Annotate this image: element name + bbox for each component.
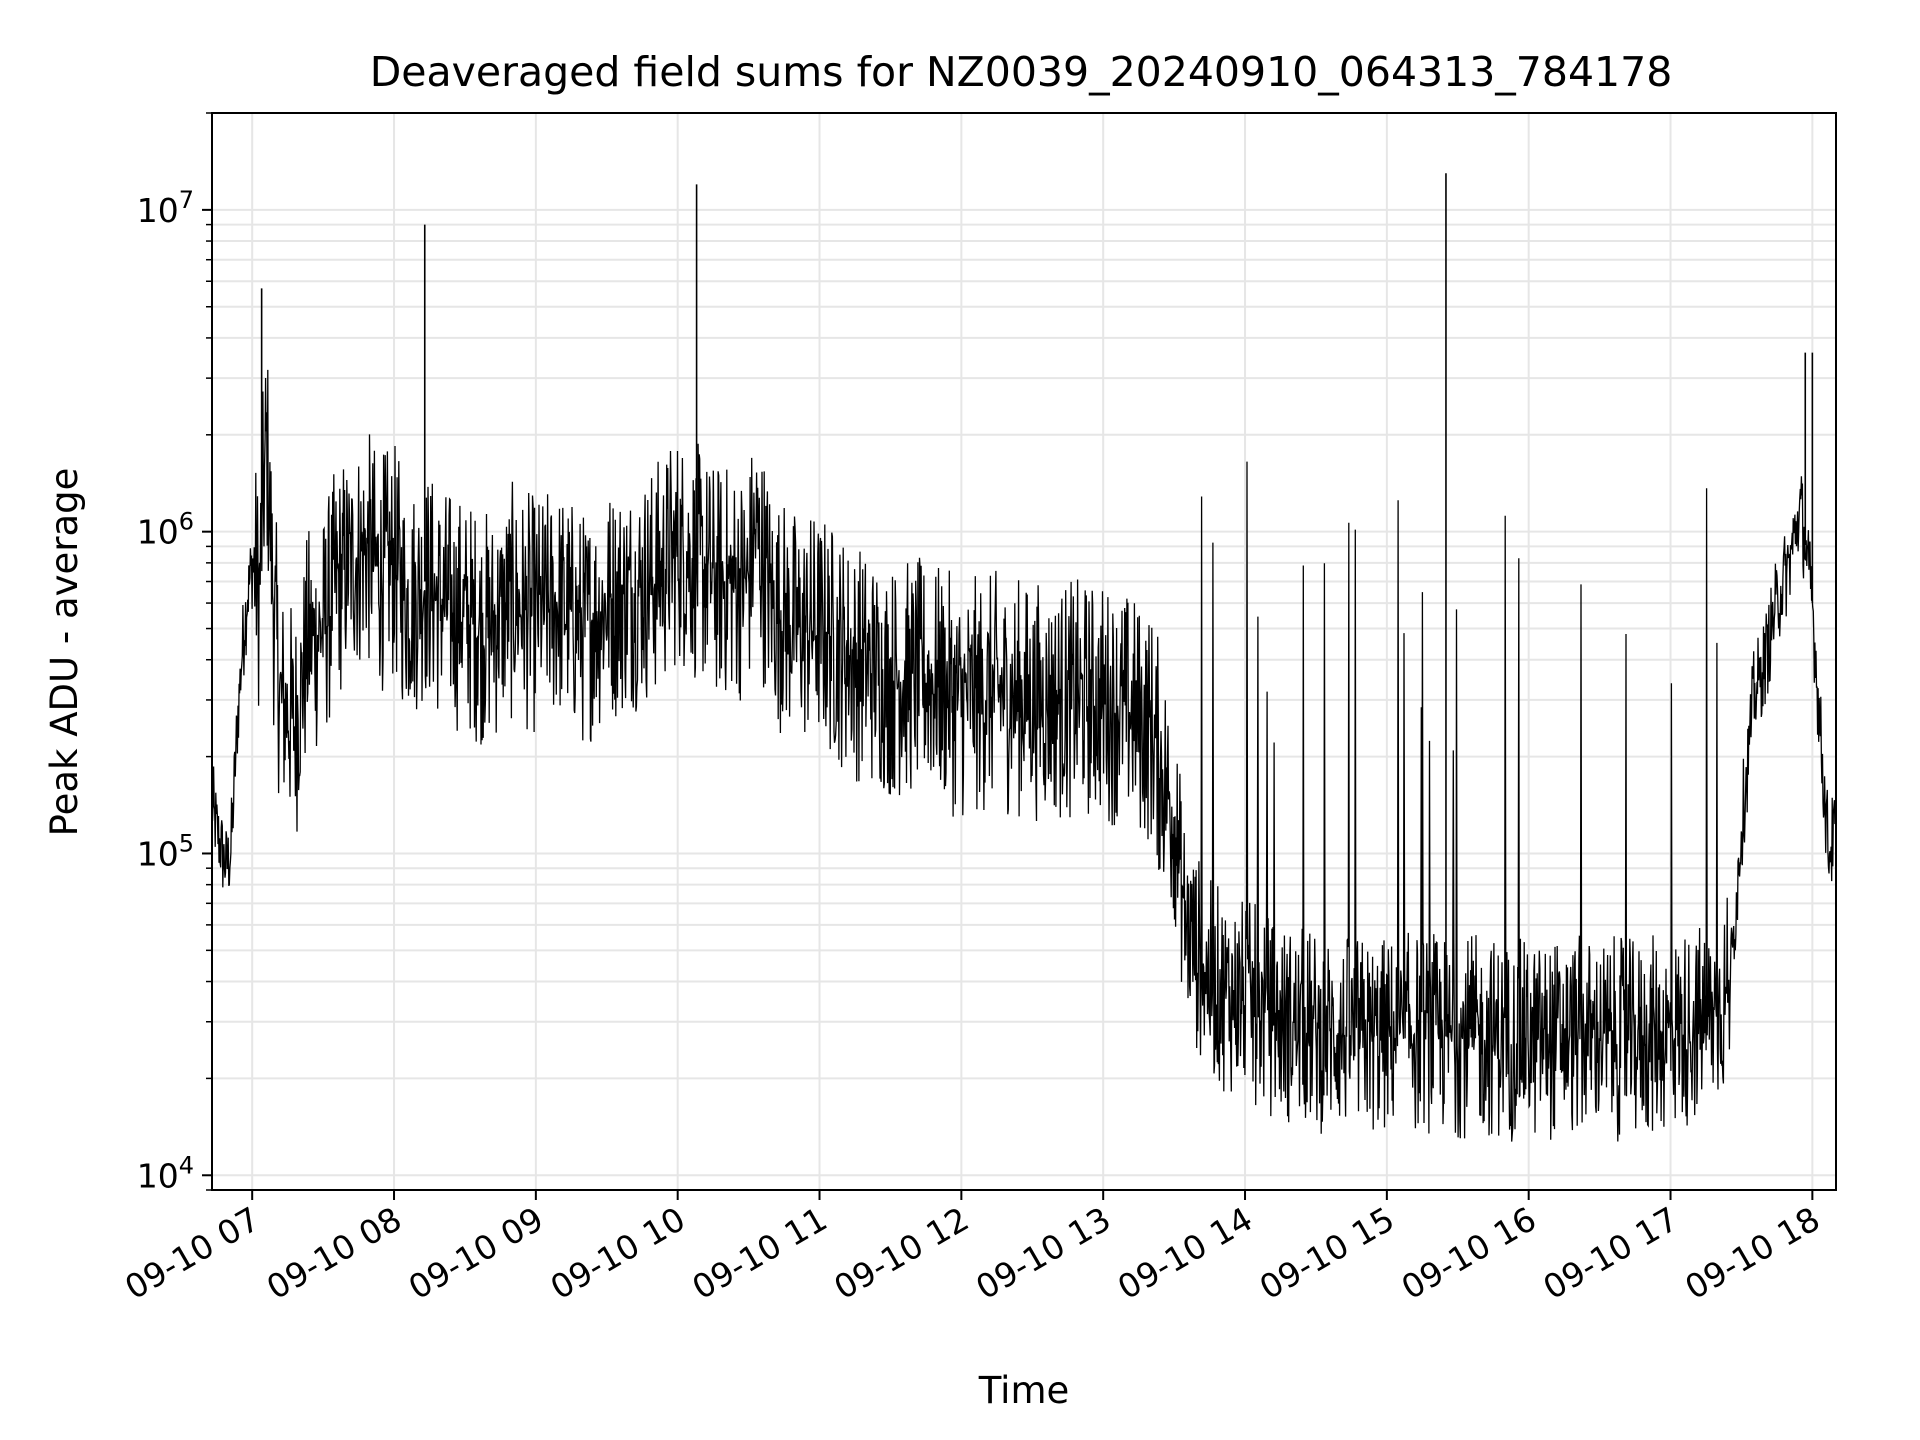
plot-frame [211, 112, 1837, 1191]
x-axis-label: Time [978, 1369, 1070, 1412]
x-tick-label: 09-10 12 [827, 1199, 975, 1307]
x-tick-label: 09-10 15 [1253, 1199, 1401, 1307]
x-tick-label: 09-10 09 [402, 1199, 550, 1307]
x-tick-label: 09-10 18 [1678, 1199, 1826, 1307]
x-tick-label: 09-10 14 [1111, 1199, 1259, 1307]
x-tick-label: 09-10 08 [260, 1199, 408, 1307]
x-tick-label: 09-10 11 [686, 1199, 834, 1307]
x-tick-label: 09-10 07 [118, 1199, 266, 1307]
y-tick-label: 104 [137, 1151, 194, 1195]
y-tick-label: 105 [137, 829, 194, 873]
y-tick-label: 106 [137, 508, 194, 552]
plot-area [211, 173, 1837, 1142]
y-tick-label: 107 [137, 186, 194, 230]
series-line [211, 369, 1837, 1142]
y-axis-label: Peak ADU - average [43, 468, 86, 837]
x-tick-label: 09-10 16 [1395, 1199, 1543, 1307]
x-tick-label: 09-10 10 [544, 1199, 692, 1307]
chart-title: Deaveraged field sums for NZ0039_2024091… [370, 48, 1673, 96]
x-tick-label: 09-10 13 [969, 1199, 1117, 1307]
x-tick-label: 09-10 17 [1537, 1199, 1685, 1307]
